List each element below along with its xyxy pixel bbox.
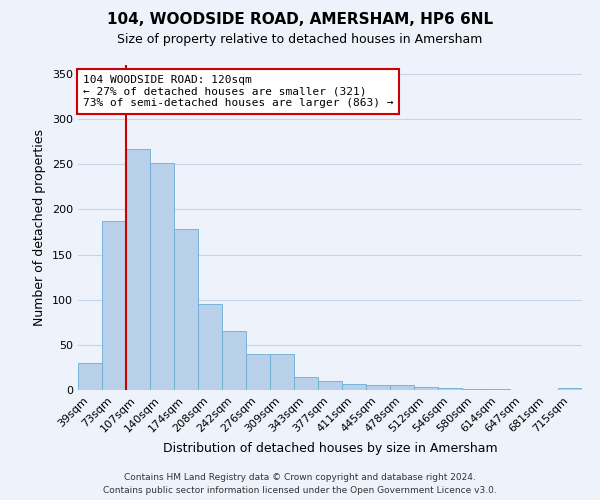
Bar (150, 164, 174, 390)
Bar (558, 388, 582, 390)
Text: 104, WOODSIDE ROAD, AMERSHAM, HP6 6NL: 104, WOODSIDE ROAD, AMERSHAM, HP6 6NL (107, 12, 493, 28)
Text: Contains HM Land Registry data © Crown copyright and database right 2024.
Contai: Contains HM Land Registry data © Crown c… (103, 473, 497, 495)
Bar (294, 378, 318, 390)
X-axis label: Distribution of detached houses by size in Amersham: Distribution of detached houses by size … (163, 442, 497, 455)
Bar (198, 304, 222, 390)
Bar (174, 230, 198, 390)
Bar (78, 363, 102, 390)
Y-axis label: Number of detached properties: Number of detached properties (34, 129, 46, 326)
Bar (486, 389, 510, 390)
Bar (390, 386, 414, 390)
Bar (342, 384, 366, 390)
Bar (438, 388, 462, 390)
Bar (366, 384, 390, 390)
Bar (246, 354, 270, 390)
Text: Size of property relative to detached houses in Amersham: Size of property relative to detached ho… (118, 32, 482, 46)
Bar (462, 389, 486, 390)
Bar (270, 354, 294, 390)
Text: 104 WOODSIDE ROAD: 120sqm
← 27% of detached houses are smaller (321)
73% of semi: 104 WOODSIDE ROAD: 120sqm ← 27% of detac… (83, 74, 394, 108)
Bar (414, 388, 438, 390)
Bar (102, 221, 126, 390)
Bar (126, 149, 150, 390)
Bar (222, 332, 246, 390)
Bar (318, 381, 342, 390)
